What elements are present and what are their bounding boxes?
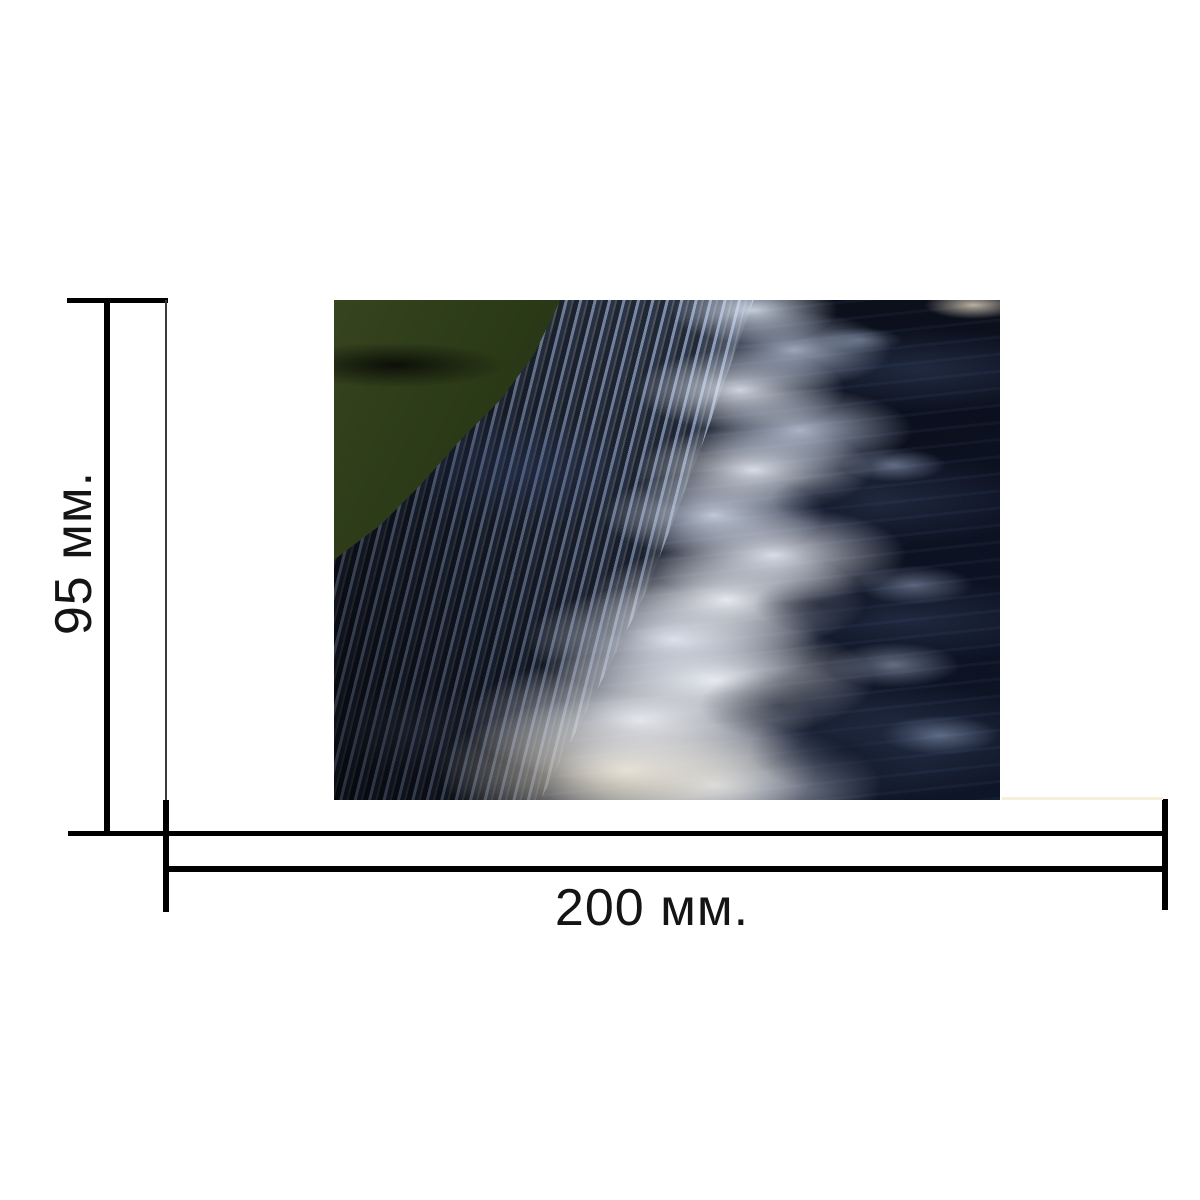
height-dimension-tick-top (67, 298, 168, 303)
height-extension-line (165, 300, 167, 802)
width-dimension-tick-right (1162, 799, 1168, 910)
width-dimension-label: 200 мм. (554, 879, 750, 937)
height-dimension-label: 95 мм. (45, 470, 103, 636)
height-dimension-line (104, 298, 110, 836)
photo-foam-band (334, 300, 1000, 800)
photo-bottom-faint-extension-line (1002, 797, 1163, 800)
product-photo-waterfall (334, 300, 1000, 800)
width-dimension-tick-left (163, 800, 169, 912)
baseline-extension-line (68, 831, 1168, 836)
width-dimension-line (163, 866, 1168, 872)
